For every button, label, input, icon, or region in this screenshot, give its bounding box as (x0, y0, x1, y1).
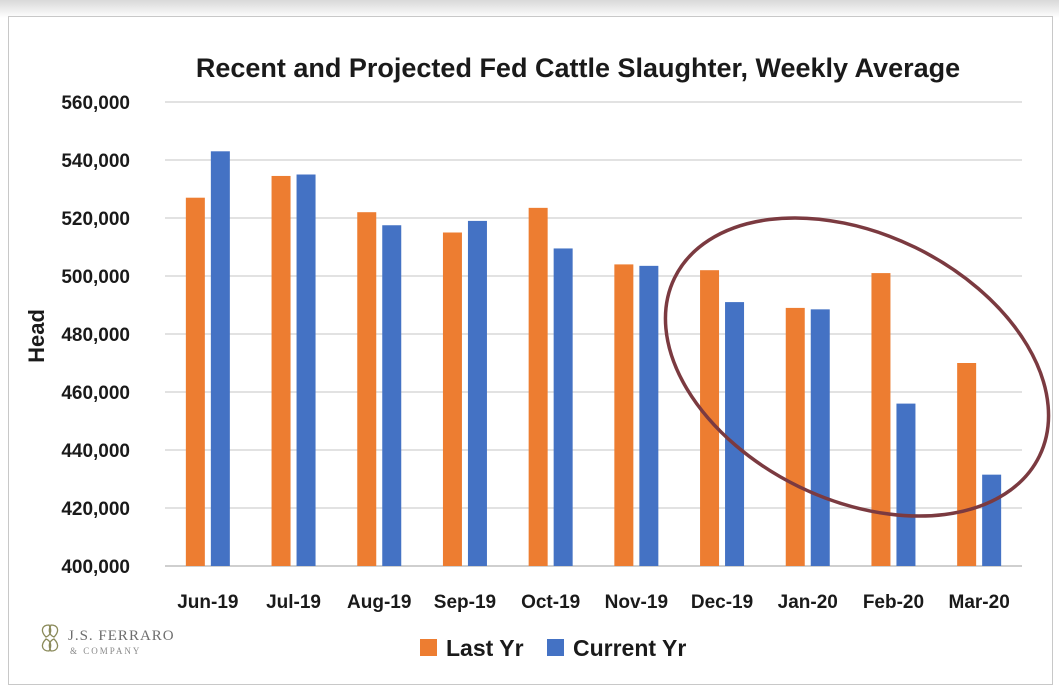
x-tick-label: Sep-19 (434, 592, 496, 613)
leaf-icon (41, 624, 59, 652)
x-tick-label: Dec-19 (691, 592, 753, 613)
y-tick-label: 500,000 (61, 267, 130, 288)
x-tick-label: Feb-20 (863, 592, 924, 613)
company-logo: J.S. FERRARO & COMPANY (41, 624, 175, 656)
bar-last-yr (871, 273, 891, 566)
y-tick-label: 520,000 (61, 209, 130, 230)
bar-current-yr (467, 220, 487, 566)
y-tick-label: 420,000 (61, 499, 130, 520)
y-tick-label: 560,000 (61, 93, 130, 114)
y-tick-label: 460,000 (61, 383, 130, 404)
y-axis-label: Head (24, 309, 49, 363)
x-axis-ticks: Jun-19 Jul-19 Aug-19 Sep-19 Oct-19 Nov-19 Dec-… (177, 592, 1010, 613)
bar-last-yr (528, 207, 548, 566)
bar-last-yr (442, 232, 462, 566)
bar-last-yr (185, 197, 205, 566)
x-tick-label: Nov-19 (605, 592, 668, 613)
y-tick-label: 540,000 (61, 151, 130, 172)
bar-last-yr (785, 307, 805, 566)
highlight-ellipse (663, 216, 1051, 518)
top-shadow (0, 0, 1059, 18)
x-tick-label: Jul-19 (266, 592, 321, 613)
y-tick-label: 400,000 (61, 557, 130, 578)
bar-current-yr (810, 309, 830, 566)
legend[interactable]: Last Yr Current Yr (420, 635, 686, 661)
x-tick-label: Mar-20 (949, 592, 1010, 613)
chart-title: Recent and Projected Fed Cattle Slaughte… (196, 53, 960, 83)
legend-swatch (547, 639, 564, 656)
x-tick-label: Aug-19 (347, 592, 411, 613)
legend-label: Last Yr (446, 635, 524, 661)
bar-last-yr (271, 175, 291, 566)
bar-last-yr (957, 363, 977, 566)
bar-current-yr (382, 225, 402, 566)
bar-last-yr (357, 212, 377, 566)
grid-lines (165, 101, 1022, 567)
bar-current-yr (210, 151, 230, 567)
bar-current-yr (725, 302, 745, 566)
x-tick-label: Jun-19 (177, 592, 238, 613)
bar-current-yr (896, 403, 916, 566)
bar-current-yr (296, 174, 316, 566)
bar-current-yr (982, 474, 1002, 566)
y-tick-label: 440,000 (61, 441, 130, 462)
logo-subtitle: & COMPANY (70, 646, 141, 656)
y-axis-ticks: 400,000 420,000 440,000 460,000 480,000 500,0… (61, 93, 130, 578)
x-tick-label: Jan-20 (778, 592, 838, 613)
bar-current-yr (639, 265, 659, 566)
legend-swatch (420, 639, 437, 656)
x-tick-label: Oct-19 (521, 592, 580, 613)
y-tick-label: 480,000 (61, 325, 130, 346)
bar-current-yr (553, 248, 573, 566)
bars (185, 151, 1002, 567)
bar-last-yr (614, 264, 634, 566)
logo-name: J.S. FERRARO (68, 628, 175, 644)
legend-label: Current Yr (573, 635, 686, 661)
